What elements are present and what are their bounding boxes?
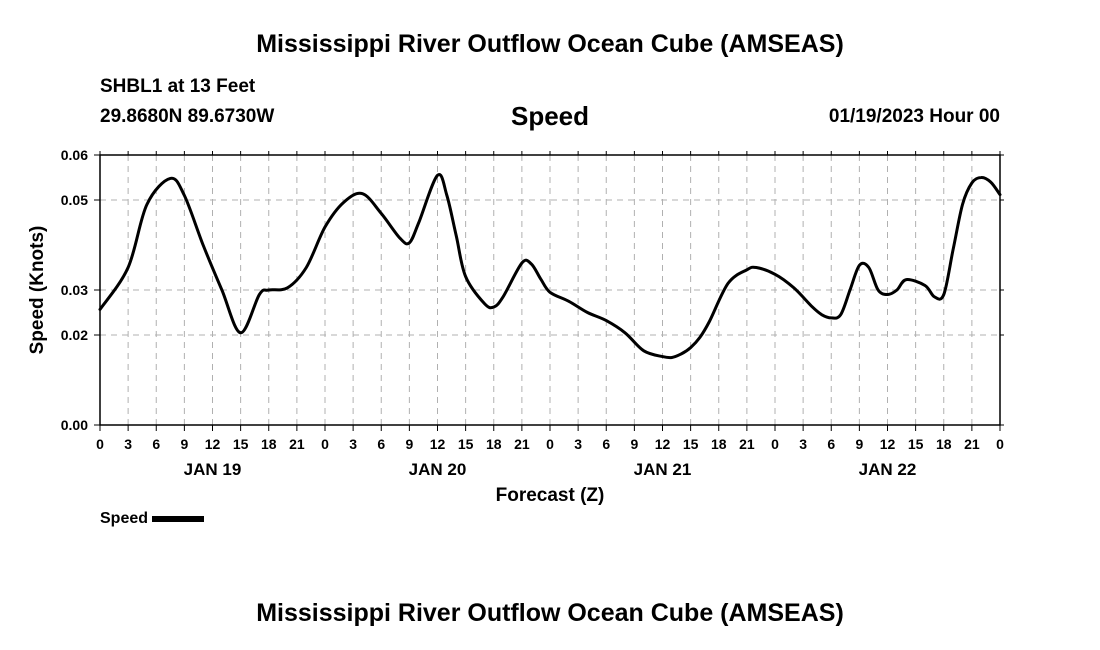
tick-labels: 0 3 6 9 12 15 18 21 0 3 6 9 12 15 18 21 0 3 6 9 12 15 18 21 0 3 6 9… xyxy=(61,147,1004,479)
speed-series-line xyxy=(98,172,1002,360)
x-tick-label: 0 xyxy=(96,436,104,452)
x-tick-label: 18 xyxy=(486,436,502,452)
x-tick-label: 3 xyxy=(799,436,807,452)
y-tick-label: 0.03 xyxy=(61,282,88,298)
x-tick-label: 21 xyxy=(514,436,530,452)
x-tick-label: 6 xyxy=(602,436,610,452)
x-tick-label: 9 xyxy=(405,436,413,452)
x-tick-label: 6 xyxy=(152,436,160,452)
x-tick-label: 12 xyxy=(655,436,671,452)
y-tick-label: 0.06 xyxy=(61,147,88,163)
x-tick-label: 21 xyxy=(739,436,755,452)
x-tick-label: 9 xyxy=(855,436,863,452)
x-tick-label: 3 xyxy=(349,436,357,452)
x-axis-title: Forecast (Z) xyxy=(496,485,605,506)
x-tick-label: 0 xyxy=(546,436,554,452)
x-tick-label: 18 xyxy=(936,436,952,452)
x-tick-label: 3 xyxy=(574,436,582,452)
y-tick-label: 0.02 xyxy=(61,327,88,343)
forecast-datetime: 01/19/2023 Hour 00 xyxy=(828,106,1000,127)
day-label: JAN 21 xyxy=(634,460,692,479)
legend-label: Speed xyxy=(100,510,149,527)
day-label: JAN 20 xyxy=(409,460,467,479)
x-tick-label: 6 xyxy=(827,436,835,452)
x-tick-label: 0 xyxy=(321,436,329,452)
x-tick-label: 18 xyxy=(261,436,277,452)
x-tick-label: 21 xyxy=(964,436,980,452)
grid xyxy=(100,155,1000,425)
x-tick-label: 9 xyxy=(180,436,188,452)
x-tick-label: 12 xyxy=(205,436,221,452)
station-label: SHBL1 at 13 Feet xyxy=(100,76,256,97)
x-tick-label: 15 xyxy=(683,436,699,452)
day-label: JAN 22 xyxy=(859,460,917,479)
y-axis-title: Speed (Knots) xyxy=(27,226,48,355)
y-tick-label: 0.05 xyxy=(61,192,88,208)
x-tick-label: 6 xyxy=(377,436,385,452)
y-tick-label: 0.00 xyxy=(61,417,88,433)
x-tick-label: 15 xyxy=(458,436,474,452)
x-tick-label: 12 xyxy=(880,436,896,452)
x-tick-label: 18 xyxy=(711,436,727,452)
x-tick-label: 0 xyxy=(771,436,779,452)
variable-title: Speed xyxy=(510,101,590,131)
x-tick-label: 15 xyxy=(908,436,924,452)
day-label: JAN 19 xyxy=(184,460,242,479)
x-tick-label: 0 xyxy=(996,436,1004,452)
legend-swatch xyxy=(152,516,205,522)
coordinates-label: 29.8680N 89.6730W xyxy=(100,106,275,127)
footer-title: Mississippi River Outflow Ocean Cube (AM… xyxy=(256,599,844,627)
ticks xyxy=(94,151,1004,431)
x-tick-label: 3 xyxy=(124,436,132,452)
x-tick-label: 21 xyxy=(289,436,305,452)
x-tick-label: 9 xyxy=(630,436,638,452)
chart-title: Mississippi River Outflow Ocean Cube (AM… xyxy=(256,30,844,58)
legend: Speed xyxy=(100,510,205,528)
x-tick-label: 12 xyxy=(430,436,446,452)
x-tick-label: 15 xyxy=(233,436,249,452)
